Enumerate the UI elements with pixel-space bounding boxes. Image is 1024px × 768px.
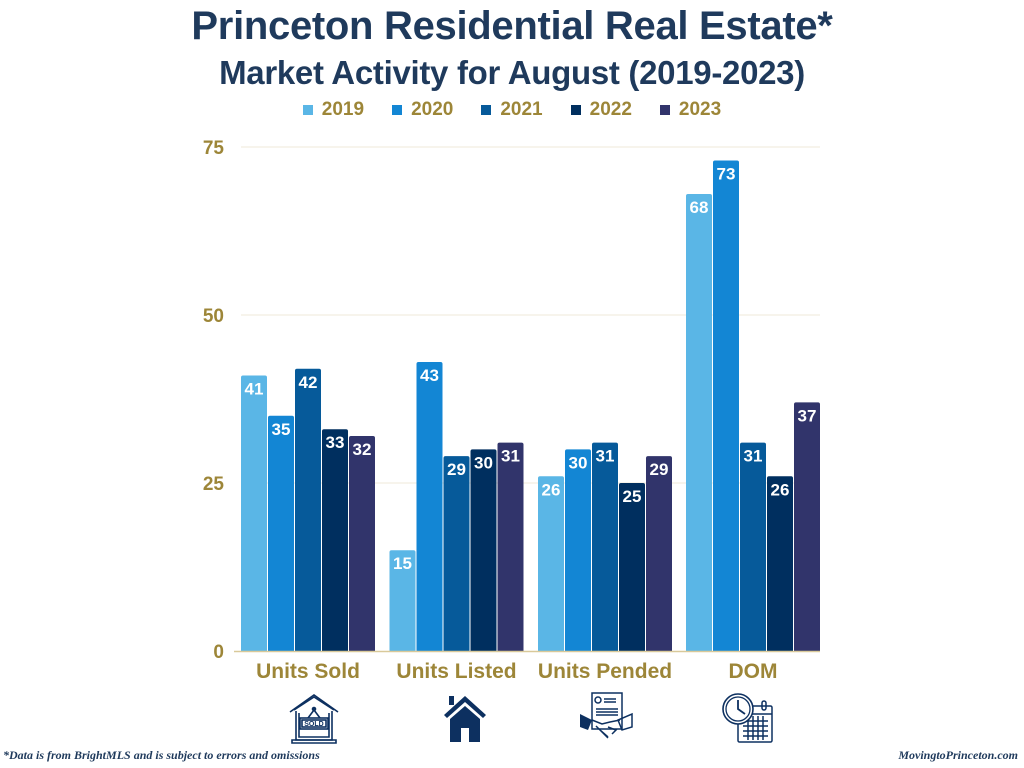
legend-label: 2022 bbox=[589, 99, 632, 120]
bar bbox=[497, 442, 524, 651]
legend: 2019 2020 2021 2022 2023 bbox=[0, 99, 1024, 121]
legend-swatch bbox=[302, 105, 313, 115]
bar bbox=[686, 194, 712, 652]
bar bbox=[740, 442, 766, 651]
bar bbox=[538, 476, 564, 651]
data-label: 31 bbox=[744, 447, 763, 466]
footnote: *Data is from BrightMLS and is subject t… bbox=[3, 748, 320, 762]
data-label: 41 bbox=[245, 379, 264, 398]
x-category-label: Units Sold bbox=[256, 660, 360, 683]
data-label: 43 bbox=[420, 366, 439, 385]
bar bbox=[241, 375, 267, 651]
data-label: 30 bbox=[569, 453, 588, 472]
legend-label: 2019 bbox=[321, 99, 365, 120]
chart-title: Princeton Residential Real Estate* bbox=[191, 4, 833, 48]
legend-item: 2023 bbox=[659, 99, 722, 121]
data-label: 25 bbox=[623, 487, 642, 506]
bar bbox=[416, 362, 443, 651]
bar bbox=[592, 442, 618, 651]
house-icon bbox=[444, 696, 486, 742]
y-tick-label: 50 bbox=[203, 306, 224, 327]
bar bbox=[565, 449, 591, 651]
y-tick-label: 75 bbox=[203, 138, 225, 159]
legend-swatch bbox=[570, 105, 581, 115]
bar bbox=[470, 449, 497, 651]
x-category-label: Units Listed bbox=[396, 660, 516, 683]
legend-label: 2023 bbox=[678, 99, 722, 120]
clock-calendar-icon bbox=[722, 693, 773, 743]
data-label: 15 bbox=[393, 554, 412, 573]
bar bbox=[295, 368, 321, 651]
legend-swatch bbox=[659, 105, 670, 115]
legend-label: 2021 bbox=[500, 99, 543, 120]
site-credit: MovingtoPrinceton.com bbox=[898, 748, 1018, 762]
data-label: 32 bbox=[353, 440, 372, 459]
bar bbox=[713, 160, 739, 651]
legend-item: 2019 bbox=[302, 99, 365, 121]
bar bbox=[646, 456, 672, 651]
data-label: 33 bbox=[326, 433, 345, 452]
bar bbox=[794, 402, 820, 651]
bar bbox=[322, 429, 348, 651]
legend-item: 2020 bbox=[392, 99, 453, 121]
data-label: 35 bbox=[272, 420, 291, 439]
data-label: 30 bbox=[474, 453, 493, 472]
data-label: 31 bbox=[501, 447, 520, 466]
bar bbox=[619, 483, 645, 651]
bar bbox=[268, 415, 294, 651]
bar bbox=[349, 435, 375, 651]
data-label: 73 bbox=[717, 164, 736, 183]
data-label: 37 bbox=[798, 406, 817, 425]
legend-label: 2020 bbox=[411, 99, 454, 120]
data-label: 29 bbox=[650, 460, 669, 479]
sold-sign-house-icon: SOLD bbox=[289, 694, 339, 744]
data-label: 26 bbox=[771, 480, 790, 499]
contract-handshake-icon bbox=[580, 692, 633, 739]
x-category-label: Units Pended bbox=[538, 660, 672, 683]
data-label: 68 bbox=[690, 198, 709, 217]
data-label: 29 bbox=[447, 460, 466, 479]
bar bbox=[389, 550, 416, 651]
legend-item: 2021 bbox=[481, 99, 543, 121]
y-tick-label: 25 bbox=[203, 474, 225, 495]
legend-item: 2022 bbox=[570, 99, 632, 121]
chart-subtitle: Market Activity for August (2019-2023) bbox=[219, 54, 805, 91]
bar bbox=[443, 456, 470, 651]
legend-swatch bbox=[481, 105, 492, 115]
data-label: 42 bbox=[299, 373, 318, 392]
svg-text:SOLD: SOLD bbox=[304, 721, 323, 728]
legend-swatch bbox=[392, 105, 403, 115]
data-label: 31 bbox=[596, 447, 615, 466]
x-category-label: DOM bbox=[729, 660, 778, 683]
y-tick-label: 0 bbox=[213, 642, 224, 663]
bar bbox=[767, 476, 793, 651]
data-label: 26 bbox=[542, 480, 561, 499]
